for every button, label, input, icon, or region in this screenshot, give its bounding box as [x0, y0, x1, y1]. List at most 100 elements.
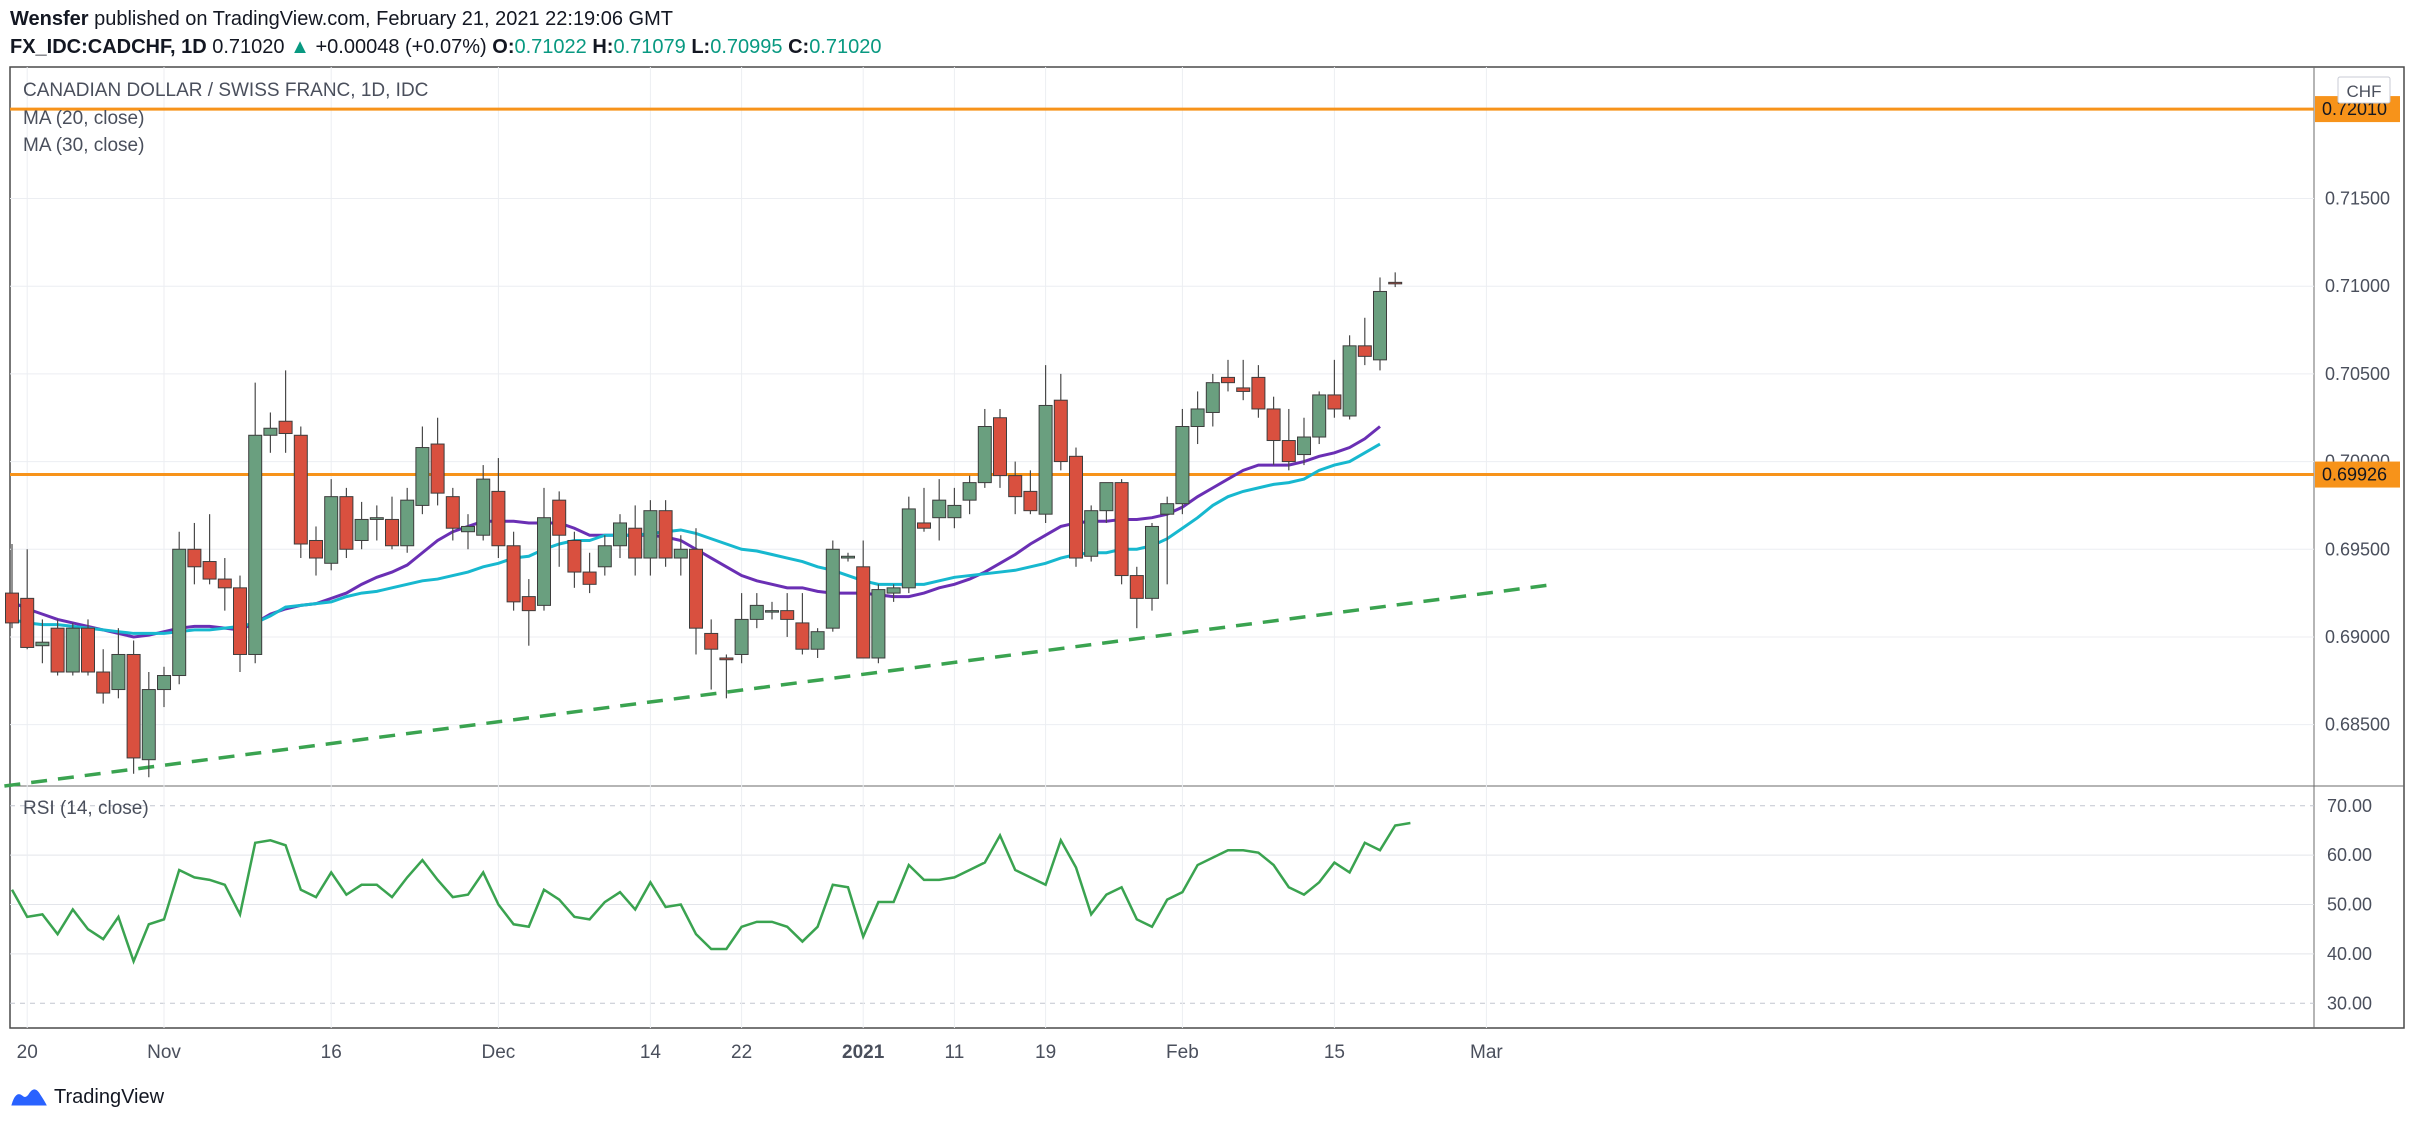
ohlc-header: FX_IDC:CADCHF, 1D 0.71020 ▲ +0.00048 (+0…: [10, 32, 881, 62]
rsi-legend[interactable]: RSI (14, close): [23, 798, 149, 819]
candle-body-up: [932, 499, 947, 519]
candle: [1327, 359, 1342, 418]
candle-body-up: [476, 478, 491, 536]
candle: [1145, 522, 1159, 611]
trendline-layer[interactable]: [4, 582, 1556, 788]
rsi-tick-label: 70.00: [2327, 796, 2372, 816]
candle-body-up: [1160, 503, 1175, 515]
candle: [825, 540, 840, 632]
candle: [187, 522, 202, 585]
price-tick-label: 0.70500: [2325, 364, 2390, 384]
time-tick-label: 20: [17, 1042, 38, 1063]
candle-body-down: [1008, 475, 1023, 498]
candle-body-down: [491, 490, 506, 547]
candle-body-down: [780, 610, 795, 620]
candle: [537, 487, 551, 611]
rsi-line: [10, 821, 1411, 965]
brand-label: TradingView: [54, 1086, 165, 1108]
candle: [1084, 505, 1099, 562]
candle-body-down: [1357, 345, 1372, 357]
candle-body-down: [1053, 399, 1068, 463]
candle-body-up: [947, 504, 962, 519]
candle-body-up: [415, 447, 430, 506]
chart-title-legend[interactable]: CANADIAN DOLLAR / SWISS FRANC, 1D, IDC: [23, 80, 429, 101]
price-axis[interactable]: 0.685000.690000.695000.700000.705000.710…: [2315, 96, 2400, 1013]
candle: [476, 465, 491, 541]
support-trendline[interactable]: [4, 582, 1556, 788]
currency-badge: CHF: [2337, 76, 2391, 104]
candle-body-down: [1114, 482, 1129, 577]
candle-body-down: [445, 496, 460, 529]
open-label: O:: [492, 36, 515, 58]
candle-body-up: [141, 689, 156, 761]
candle-body-up: [65, 627, 80, 673]
candle-body-down: [856, 566, 871, 659]
candle-body-down: [1388, 281, 1403, 285]
candle-body-down: [567, 539, 582, 573]
ma30-legend[interactable]: MA (30, close): [23, 135, 145, 156]
candle: [552, 491, 567, 567]
gridlines: [10, 67, 2314, 1028]
candle: [1342, 335, 1357, 420]
high-label: H:: [592, 36, 614, 58]
arrow-up-icon: ▲: [290, 36, 310, 58]
candle-body-up: [1175, 426, 1190, 505]
candle: [962, 475, 977, 515]
candle: [749, 593, 764, 629]
candle-body-up: [369, 517, 384, 520]
candle: [1236, 359, 1251, 401]
candle: [643, 500, 658, 576]
time-tick-label: 14: [640, 1042, 662, 1063]
horizontal-levels[interactable]: [10, 107, 2314, 477]
candle: [1175, 408, 1190, 515]
low-label: L:: [691, 36, 711, 58]
author-name[interactable]: Wensfer: [10, 8, 89, 30]
time-tick-label: 11: [945, 1042, 965, 1063]
candle-body-down: [1221, 376, 1235, 384]
candle: [886, 584, 901, 602]
price-tick-label: 0.69000: [2325, 627, 2390, 647]
time-axis[interactable]: 20 Nov 16 Dec 14 22 2021 11 19 Feb 15 Mar: [17, 1042, 1504, 1063]
candle: [278, 370, 293, 453]
candle: [1297, 417, 1311, 466]
candle: [248, 382, 263, 664]
candle: [1023, 470, 1038, 515]
time-tick-label: 16: [321, 1042, 342, 1063]
candle-body-up: [1084, 510, 1099, 557]
candle-body-up: [841, 555, 855, 559]
candle: [369, 505, 384, 541]
candle-body-up: [749, 604, 764, 620]
ma20-legend[interactable]: MA (20, close): [23, 108, 145, 129]
tradingview-brand[interactable]: TradingView: [10, 1086, 164, 1109]
candle-body-down: [704, 632, 719, 650]
candle: [1190, 391, 1205, 445]
candle: [1373, 277, 1387, 371]
candle: [293, 426, 308, 559]
candle: [1221, 359, 1235, 392]
candle-body-down: [385, 518, 399, 547]
candle-body-down: [339, 496, 354, 550]
candle-body-down: [521, 596, 536, 612]
level-price-label: 0.72010: [2322, 99, 2387, 119]
price-tick-label: 0.69500: [2325, 539, 2390, 559]
candle: [1312, 391, 1327, 445]
candle: [141, 672, 156, 778]
symbol-label: FX_IDC:CADCHF, 1D: [10, 36, 207, 58]
candle: [795, 593, 810, 655]
candle-body-down: [233, 587, 247, 655]
candle: [765, 601, 779, 620]
candle-body-up: [734, 618, 749, 655]
candle-body-up: [537, 517, 551, 606]
candle: [400, 487, 415, 553]
candle: [385, 496, 399, 550]
candle-body-down: [1266, 408, 1281, 442]
time-tick-label: Dec: [482, 1042, 516, 1063]
rsi-tick-label: 30.00: [2327, 993, 2372, 1013]
candle: [567, 531, 582, 588]
candle-body-down: [217, 578, 232, 589]
candle-body-down: [1129, 575, 1144, 599]
close-label: C:: [788, 36, 810, 58]
candle-body-down: [20, 597, 35, 648]
candle-body-up: [172, 548, 187, 677]
